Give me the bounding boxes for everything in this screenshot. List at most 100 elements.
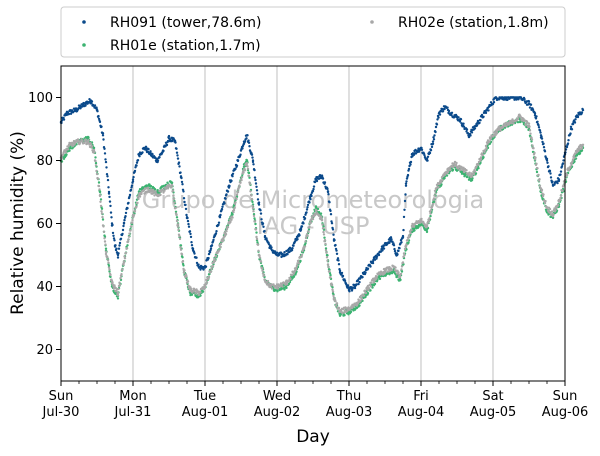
data-point	[120, 273, 123, 276]
data-point	[86, 140, 90, 143]
data-point	[484, 144, 488, 148]
data-point	[185, 275, 188, 278]
data-point	[431, 202, 435, 206]
data-point	[327, 266, 330, 269]
data-point	[573, 121, 577, 124]
x-tick-label-date: Aug-02	[254, 405, 301, 420]
data-point	[214, 232, 218, 235]
data-point	[550, 210, 554, 213]
data-point	[329, 209, 332, 213]
data-point	[349, 310, 353, 314]
data-point	[115, 247, 118, 250]
data-point	[484, 111, 488, 115]
data-point	[172, 197, 176, 201]
data-point	[103, 237, 106, 240]
data-point	[409, 232, 412, 235]
data-point	[445, 174, 449, 177]
data-point	[331, 228, 335, 231]
data-point	[242, 165, 246, 168]
data-point	[232, 210, 235, 214]
data-point	[499, 129, 502, 132]
data-point	[566, 168, 570, 172]
data-point	[407, 241, 410, 244]
data-point	[306, 206, 309, 209]
data-point	[305, 211, 308, 214]
x-tick-label-date: Aug-06	[542, 405, 589, 420]
data-point	[179, 171, 182, 174]
data-point	[287, 282, 291, 286]
data-point	[559, 194, 563, 197]
data-point	[551, 212, 555, 216]
data-point	[122, 260, 126, 263]
data-point	[98, 120, 102, 124]
data-point	[465, 130, 468, 133]
data-point	[231, 172, 235, 175]
data-point	[275, 253, 279, 257]
data-point	[565, 145, 569, 149]
data-point	[542, 146, 546, 149]
data-point	[341, 274, 345, 278]
data-point	[177, 228, 180, 232]
data-point	[532, 147, 535, 150]
data-point	[362, 294, 366, 297]
legend-marker	[370, 20, 374, 24]
data-point	[460, 122, 463, 125]
data-point	[219, 213, 222, 217]
data-point	[467, 134, 471, 137]
data-point	[166, 181, 169, 184]
data-point	[529, 132, 532, 135]
legend: RH091 (tower,78.6m) RH01e (station,1.7m) R…	[60, 6, 566, 58]
data-point	[494, 96, 498, 99]
data-point	[138, 155, 141, 158]
data-point	[392, 266, 396, 269]
data-point	[204, 283, 208, 286]
data-point	[328, 201, 331, 204]
data-point	[332, 294, 335, 298]
data-point	[332, 238, 336, 241]
data-point	[195, 261, 199, 265]
data-point	[182, 197, 186, 200]
data-point	[383, 269, 387, 272]
data-point	[561, 162, 565, 165]
data-point	[84, 104, 87, 107]
data-point	[77, 140, 81, 143]
data-point	[562, 184, 565, 187]
data-point	[62, 157, 66, 160]
data-point	[518, 96, 522, 99]
data-point	[116, 253, 120, 257]
data-point	[230, 212, 234, 216]
data-point	[440, 183, 443, 186]
data-point	[404, 184, 408, 187]
data-point	[320, 216, 323, 219]
data-point	[223, 202, 226, 205]
data-point	[533, 112, 537, 115]
data-point	[323, 181, 327, 184]
data-point	[135, 203, 138, 207]
data-point	[566, 142, 570, 145]
data-point	[458, 168, 462, 172]
data-point	[240, 176, 244, 179]
data-point	[324, 247, 328, 250]
data-point	[428, 217, 431, 220]
data-point	[548, 169, 552, 173]
data-point	[104, 252, 108, 256]
data-point	[90, 102, 93, 105]
data-point	[330, 284, 334, 287]
data-point	[149, 150, 152, 153]
data-point	[571, 122, 575, 126]
data-point	[325, 256, 329, 259]
x-tick-label-date: Aug-01	[182, 405, 229, 420]
data-point	[371, 261, 375, 265]
data-point	[191, 247, 195, 250]
data-point	[68, 143, 72, 146]
data-point	[158, 156, 161, 159]
data-point	[433, 189, 437, 192]
data-point	[393, 249, 397, 253]
legend-marker	[82, 43, 86, 47]
data-point	[245, 159, 249, 162]
data-point	[283, 288, 286, 291]
data-point	[483, 151, 486, 154]
data-point	[106, 175, 109, 178]
data-point	[112, 234, 115, 237]
data-point	[534, 117, 538, 120]
